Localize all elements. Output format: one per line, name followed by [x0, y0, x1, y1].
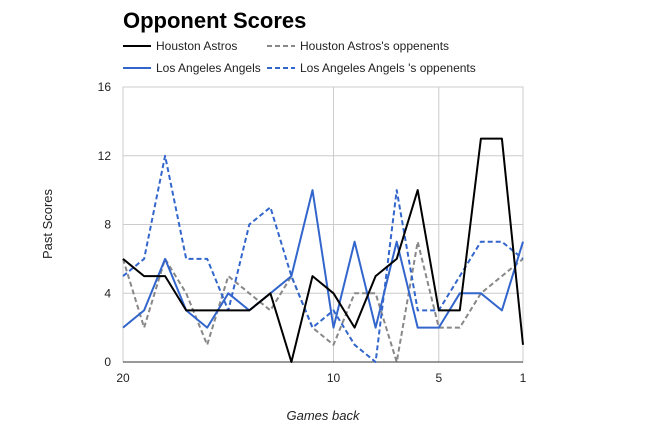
y-tick-label: 8	[104, 218, 111, 232]
x-tick-label: 1	[520, 371, 527, 385]
chart-title: Opponent Scores	[123, 8, 306, 33]
x-axis-ticks: 20 10 5 1	[116, 371, 526, 385]
series-line-2	[122, 240, 524, 363]
y-tick-label: 4	[104, 286, 111, 300]
grid	[122, 86, 524, 363]
x-tick-label: 20	[116, 371, 130, 385]
y-axis-ticks: 0 4 8 12 16	[98, 80, 112, 369]
legend-entry-label: Los Angeles Angels	[156, 61, 261, 75]
series-lines	[122, 137, 524, 363]
series-line-1	[122, 137, 524, 363]
legend-entry-label: Houston Astros	[156, 39, 237, 53]
x-axis-label: Games back	[287, 408, 361, 423]
y-tick-label: 16	[98, 80, 112, 94]
series-line-4	[122, 154, 524, 363]
legend-entry-label: Los Angeles Angels 's oppenents	[300, 61, 476, 75]
x-tick-label: 10	[327, 371, 341, 385]
series-line-3	[122, 189, 524, 329]
y-tick-label: 12	[98, 149, 112, 163]
x-tick-label: 5	[435, 371, 442, 385]
legend: Houston Astros Houston Astros's oppenents…	[123, 39, 476, 75]
legend-entry-label: Houston Astros's oppenents	[300, 39, 449, 53]
y-axis-label: Past Scores	[40, 188, 55, 259]
y-tick-label: 0	[104, 355, 111, 369]
